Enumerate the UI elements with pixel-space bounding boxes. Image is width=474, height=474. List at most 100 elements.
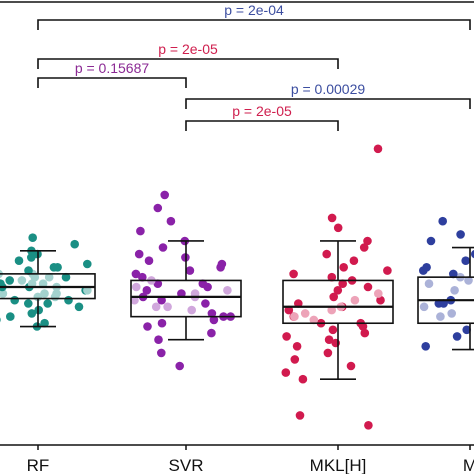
data-point: [449, 269, 458, 279]
data-point: [14, 256, 24, 266]
data-point: [209, 315, 219, 325]
data-point: [452, 332, 462, 341]
data-point: [163, 302, 172, 312]
iqr-box: [282, 279, 394, 325]
data-point: [323, 348, 333, 358]
data-point: [201, 299, 210, 308]
data-point: [290, 355, 300, 364]
x-tick-label: SVR: [169, 456, 204, 474]
data-point: [27, 309, 37, 318]
data-point: [17, 276, 27, 285]
x-tick-label: MKL[H]: [310, 456, 367, 474]
data-point: [160, 190, 169, 200]
comparison-bracket: [37, 77, 187, 88]
data-point: [10, 295, 19, 305]
data-point: [373, 144, 383, 154]
data-point: [424, 279, 434, 289]
data-point: [187, 305, 196, 315]
data-point: [327, 272, 337, 282]
data-point: [333, 286, 343, 295]
data-point: [28, 233, 37, 242]
data-point: [328, 325, 338, 335]
data-point: [207, 309, 217, 318]
data-point: [464, 276, 473, 285]
data-point: [359, 243, 369, 252]
data-point: [134, 249, 144, 259]
data-point: [142, 286, 152, 295]
data-point: [360, 328, 370, 338]
data-point: [70, 239, 79, 249]
data-point: [329, 292, 339, 302]
data-point: [462, 325, 472, 335]
boxplot-svr: [130, 240, 242, 341]
boxplot-rf: [0, 250, 96, 328]
p-value-label: p = 2e-04: [224, 2, 284, 18]
data-point: [0, 317, 1, 323]
data-point: [144, 256, 154, 266]
data-point: [0, 279, 5, 288]
data-point: [157, 295, 166, 305]
data-point: [300, 309, 310, 318]
data-point: [295, 411, 305, 420]
data-point: [138, 272, 147, 282]
data-point: [363, 236, 372, 246]
data-point: [61, 272, 71, 282]
data-point: [376, 295, 385, 305]
data-point: [294, 299, 303, 308]
data-point: [83, 259, 92, 269]
data-point: [43, 299, 52, 308]
comparison-bracket: [37, 58, 339, 69]
data-point: [461, 256, 471, 266]
p-value-label: p = 2e-05: [232, 103, 292, 119]
data-point: [143, 322, 152, 331]
data-point: [333, 223, 343, 233]
p-value-label: p = 0.15687: [75, 60, 150, 76]
data-point: [450, 286, 459, 295]
data-point: [327, 213, 337, 223]
data-point: [52, 289, 61, 298]
data-point: [456, 230, 465, 239]
boxplot-m: [417, 246, 474, 351]
plot-frame: [0, 1, 474, 446]
data-point: [298, 374, 308, 384]
data-point: [44, 272, 54, 282]
data-point: [74, 302, 84, 312]
data-point: [281, 368, 291, 377]
data-point: [327, 305, 337, 315]
data-point: [153, 203, 163, 213]
data-point: [130, 295, 139, 305]
data-point: [419, 302, 429, 312]
p-value-label: p = 0.00029: [291, 81, 366, 97]
data-point: [471, 250, 474, 259]
data-point: [339, 263, 349, 272]
data-point: [83, 286, 92, 295]
data-point: [0, 289, 8, 298]
data-point: [136, 226, 145, 236]
data-point: [157, 318, 167, 328]
data-point: [223, 286, 232, 295]
data-point: [154, 335, 163, 345]
data-point: [198, 279, 208, 289]
data-point: [131, 269, 141, 279]
x-tick-label: RF: [27, 456, 50, 474]
data-point: [284, 305, 294, 315]
p-value-label: p = 2e-05: [158, 41, 218, 57]
data-point: [322, 249, 332, 259]
boxplot-mklh: [282, 240, 394, 380]
data-point: [38, 279, 48, 289]
data-point: [5, 276, 14, 285]
data-point: [338, 279, 348, 289]
data-point: [346, 361, 356, 371]
data-point: [364, 421, 373, 430]
data-point: [324, 335, 334, 345]
data-point: [185, 266, 195, 275]
data-point: [289, 269, 298, 279]
significance-brackets: p = 2e-04 p = 2e-05 p = 0.15687 p = 0.00029…: [37, 2, 471, 131]
data-point: [158, 243, 168, 252]
x-axis: RF SVR MKL[H] M: [27, 445, 474, 474]
data-point: [282, 332, 291, 341]
data-point: [175, 361, 184, 371]
data-point: [349, 256, 359, 266]
data-point: [24, 266, 33, 275]
data-point: [350, 295, 360, 305]
